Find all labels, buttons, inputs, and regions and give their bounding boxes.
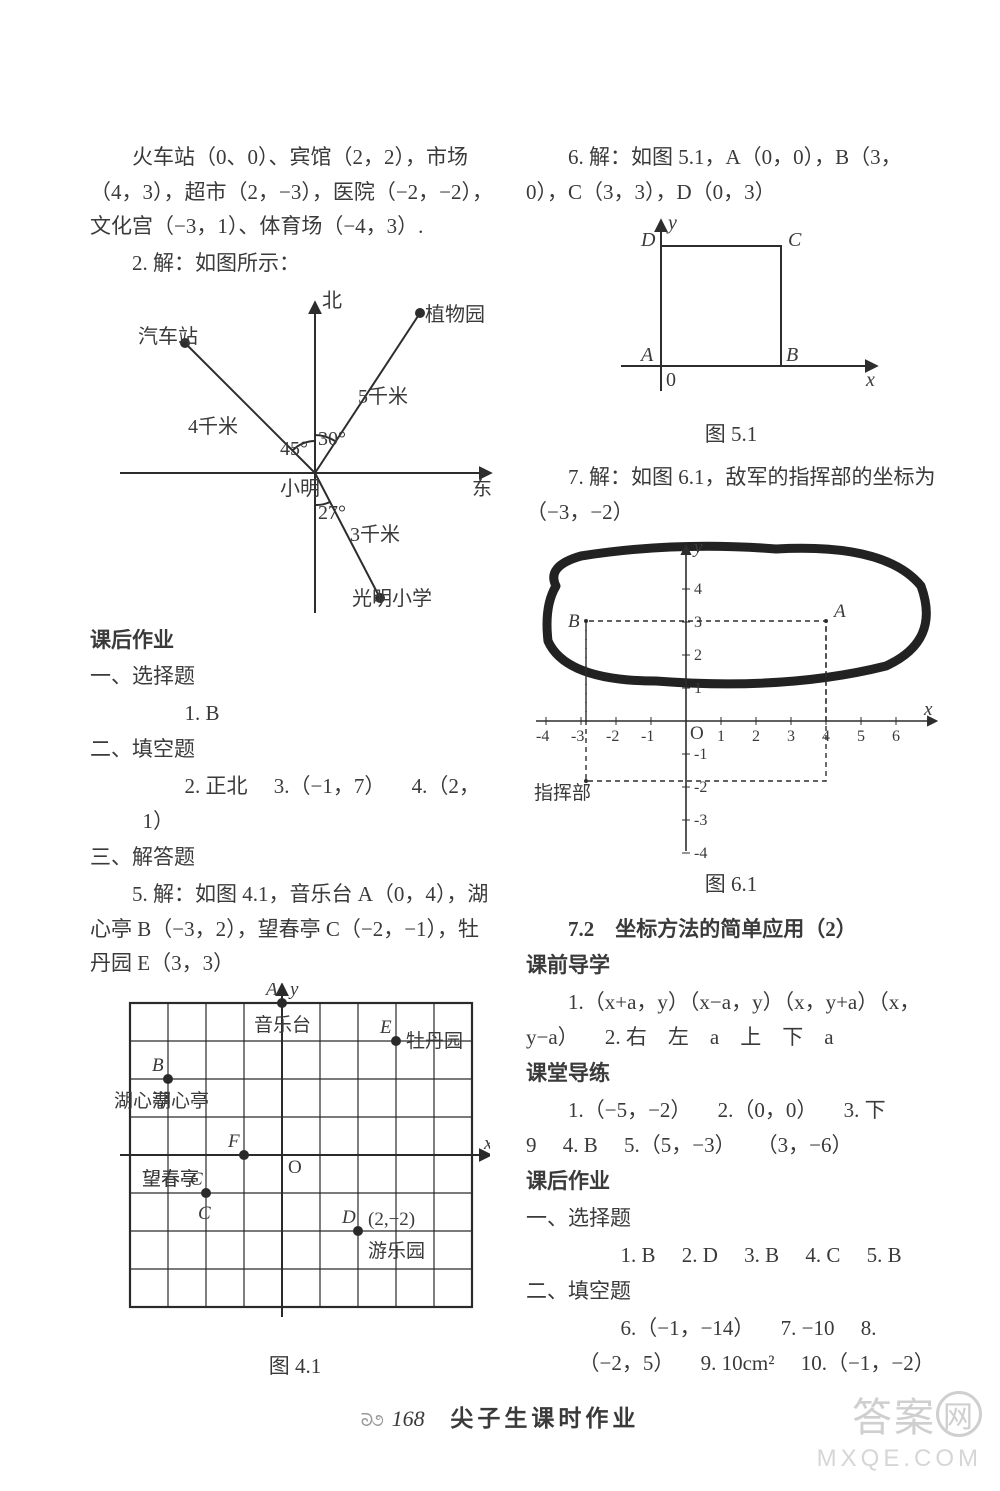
watermark-text: 答案 [852, 1395, 936, 1440]
svg-text:2: 2 [694, 647, 702, 664]
svg-text:东: 东 [472, 477, 492, 500]
svg-text:D: D [341, 1207, 356, 1228]
svg-text:C: C [198, 1203, 211, 1224]
answer-text: 1. B [143, 696, 501, 731]
svg-text:1: 1 [717, 728, 725, 745]
svg-text:音乐台: 音乐台 [254, 1014, 311, 1036]
section-heading: 二、填空题 [526, 1274, 936, 1309]
svg-text:1: 1 [694, 680, 702, 697]
figure-caption: 图 5.1 [526, 417, 936, 452]
figure-compass: 北 东 小明 汽车站 植物园 光明小学 4千米 5千米 3千米 45° 30° … [90, 283, 500, 623]
svg-text:B: B [786, 344, 798, 366]
svg-text:30°: 30° [318, 428, 346, 450]
figure-grid: OxyA音乐台B湖心亭湖心亭C望春亭望春亭CD游乐园(2,−2)E牡丹园F [90, 983, 490, 1343]
svg-text:F: F [227, 1131, 240, 1152]
section-heading: 一、选择题 [90, 659, 500, 694]
svg-text:2: 2 [752, 728, 760, 745]
section-heading: 课后作业 [526, 1164, 936, 1199]
svg-text:-3: -3 [694, 812, 707, 829]
svg-text:3千米: 3千米 [350, 523, 400, 546]
figure-map: -4-3-2-1123456-4-3-2-11234 A B O x y 指挥部 [526, 531, 946, 861]
svg-text:小明: 小明 [280, 477, 320, 500]
svg-text:B: B [152, 1055, 164, 1076]
answer-text: 1. B 2. D 3. B 4. C 5. B [579, 1238, 937, 1273]
watermark: 答案网 MXQE.COM [817, 1385, 982, 1473]
svg-text:4: 4 [694, 581, 702, 598]
figure-square: D C A B 0 x y [566, 211, 896, 411]
svg-text:3: 3 [787, 728, 795, 745]
svg-text:y: y [288, 983, 299, 1000]
svg-text:植物园: 植物园 [425, 303, 485, 326]
watermark-circle-icon: 网 [936, 1391, 982, 1437]
svg-text:D: D [640, 229, 656, 251]
footer-ornament-icon: ᘐ૭ [361, 1410, 382, 1430]
svg-text:O: O [690, 723, 704, 744]
svg-text:5千米: 5千米 [358, 385, 408, 408]
right-column: 6. 解：如图 5.1，A（0，0），B（3，0），C（3，3），D（0，3） … [526, 140, 936, 1384]
svg-text:4千米: 4千米 [188, 415, 238, 438]
section-heading: 课后作业 [90, 623, 500, 658]
svg-text:湖心亭: 湖心亭 [152, 1090, 209, 1112]
svg-text:3: 3 [694, 614, 702, 631]
svg-text:A: A [832, 601, 846, 622]
section-heading: 一、选择题 [526, 1201, 936, 1236]
svg-text:-1: -1 [694, 746, 707, 763]
svg-text:0: 0 [666, 369, 676, 391]
svg-text:指挥部: 指挥部 [534, 782, 591, 804]
svg-text:A: A [264, 983, 278, 1000]
svg-text:-3: -3 [571, 728, 584, 745]
section-heading: 7.2 坐标方法的简单应用（2） [526, 912, 936, 947]
svg-text:6: 6 [892, 728, 900, 745]
figure-caption: 图 6.1 [526, 867, 936, 902]
answer-text: 1.（x+a，y）（x−a，y）（x，y+a）（x，y−a） 2. 右 左 a … [526, 985, 936, 1054]
answer-text: 1.（−5，−2） 2.（0，0） 3. 下 9 4. B 5.（5，−3） （… [526, 1093, 936, 1162]
svg-text:x: x [923, 699, 933, 720]
svg-text:O: O [288, 1157, 302, 1178]
text-block: 火车站（0、0）、宾馆（2，2），市场（4，3），超市（2，−3），医院（−2，… [90, 140, 500, 244]
svg-text:y: y [666, 212, 677, 234]
svg-text:望春亭: 望春亭 [142, 1168, 199, 1190]
svg-text:27°: 27° [318, 502, 346, 524]
figure-caption: 图 4.1 [90, 1349, 500, 1384]
svg-text:光明小学: 光明小学 [352, 587, 432, 610]
svg-text:游乐园: 游乐园 [368, 1240, 425, 1262]
svg-text:E: E [379, 1017, 392, 1038]
watermark-url: MXQE.COM [817, 1445, 982, 1473]
svg-text:y: y [692, 537, 703, 558]
section-heading: 三、解答题 [90, 840, 500, 875]
svg-text:北: 北 [322, 289, 342, 312]
text-block: 5. 解：如图 4.1，音乐台 A（0，4），湖心亭 B（−3，2），望春亭 C… [90, 877, 500, 981]
svg-text:牡丹园: 牡丹园 [406, 1030, 463, 1052]
book-title: 尖子生课时作业 [450, 1406, 639, 1431]
answer-text: 2. 正北 3.（−1，7） 4.（2，1） [143, 769, 501, 838]
svg-text:x: x [865, 369, 875, 391]
section-heading: 课堂导练 [526, 1056, 936, 1091]
svg-text:-4: -4 [536, 728, 549, 745]
svg-text:-1: -1 [641, 728, 654, 745]
svg-text:5: 5 [857, 728, 865, 745]
svg-text:45°: 45° [280, 438, 308, 460]
left-column: 火车站（0、0）、宾馆（2，2），市场（4，3），超市（2，−3），医院（−2，… [90, 140, 500, 1384]
svg-text:-2: -2 [606, 728, 619, 745]
svg-text:汽车站: 汽车站 [138, 325, 198, 348]
svg-text:C: C [788, 229, 802, 251]
svg-text:B: B [568, 611, 580, 632]
answer-text: 6.（−1，−14） 7. −10 8.（−2，5） 9. 10cm² 10.（… [579, 1311, 937, 1380]
svg-text:-4: -4 [694, 845, 707, 861]
svg-text:A: A [639, 344, 654, 366]
page-number: 168 [392, 1406, 425, 1431]
svg-text:(2,−2): (2,−2) [368, 1209, 415, 1230]
svg-text:x: x [483, 1133, 490, 1154]
section-heading: 课前导学 [526, 948, 936, 983]
text-block: 7. 解：如图 6.1，敌军的指挥部的坐标为（−3，−2） [526, 460, 936, 529]
section-heading: 二、填空题 [90, 732, 500, 767]
text-block: 6. 解：如图 5.1，A（0，0），B（3，0），C（3，3），D（0，3） [526, 140, 936, 209]
text-block: 2. 解：如图所示： [90, 246, 500, 281]
